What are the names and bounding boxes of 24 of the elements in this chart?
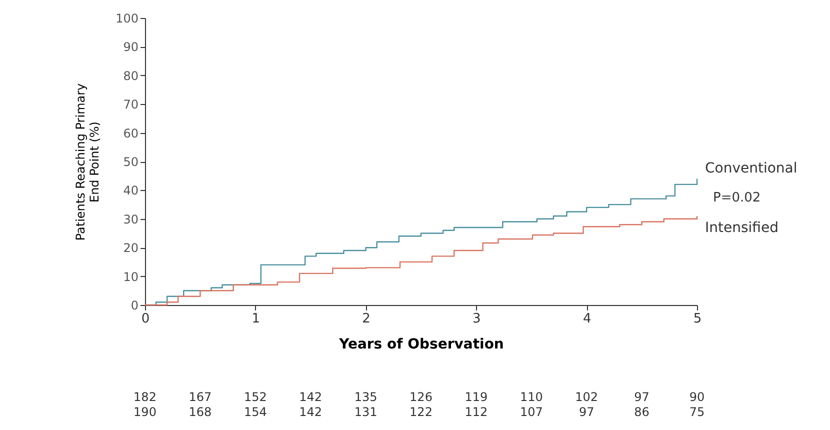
y-tick-label: 80 <box>123 68 138 83</box>
y-tick-label: 100 <box>116 12 138 26</box>
y-tick-label: 90 <box>123 40 138 54</box>
y-tick-label: 20 <box>123 241 138 256</box>
y-tick-label: 0 <box>130 298 138 312</box>
x-tick-label: 0 <box>141 312 150 326</box>
x-tick-label: 3 <box>472 312 481 326</box>
y-tick-label: 30 <box>123 212 138 226</box>
y-tick-label: 10 <box>123 270 138 284</box>
y-tick-label: 60 <box>123 126 138 140</box>
text: P=0.02 <box>713 190 761 206</box>
x-axis-title: Years of Observation <box>338 336 504 352</box>
x-tick-label: 2 <box>362 312 370 326</box>
y-tick-label: 40 <box>123 184 138 198</box>
text: 190 168 154 142 131 122 112 107 97 86 75 <box>134 405 705 419</box>
y-tick-label: 70 <box>123 98 138 112</box>
y-tick-label: 50 <box>123 155 138 169</box>
series-label: Conventional <box>705 160 798 177</box>
y-axis-title: Patients Reaching Primary End Point (%) <box>74 83 102 241</box>
series-label: Intensified <box>705 220 778 236</box>
text: 182 167 152 142 135 126 119 110 102 97 90 <box>134 390 705 404</box>
x-tick-label: 5 <box>693 312 702 326</box>
x-tick-label: 4 <box>582 312 592 326</box>
x-tick-label: 1 <box>252 312 260 326</box>
